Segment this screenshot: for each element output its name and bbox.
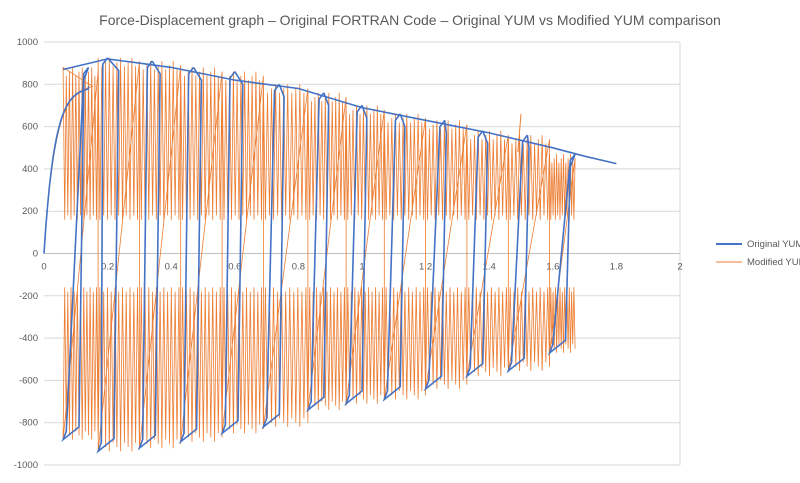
x-tick-label: 0.2 (101, 262, 114, 273)
original-yum-loop (547, 153, 576, 356)
original-yum-loop (465, 130, 489, 379)
x-tick-label: 1.6 (546, 262, 559, 273)
y-tick-label: 200 (22, 206, 38, 217)
y-tick-labels: -1000 -800 -600 -400 -200 0 200 400 600 800 1000 (14, 37, 38, 471)
y-tick-label: 600 (22, 122, 38, 133)
y-tick-label: -400 (19, 333, 38, 344)
original-yum-loop (382, 113, 406, 402)
original-yum-loop (261, 83, 285, 430)
modified-yum-spike (517, 113, 522, 153)
x-tick-label: 0.4 (165, 262, 178, 273)
chart-title: Force-Displacement graph – Original FORT… (99, 12, 721, 28)
x-tick-labels: 0 0.2 0.4 0.6 0.8 1 1.2 1.4 1.6 1.8 2 (41, 262, 682, 273)
x-tick-label: 0.8 (292, 262, 305, 273)
y-tick-label: -800 (19, 418, 38, 429)
original-yum-loop (178, 66, 203, 445)
legend-label-modified-yum: Modified YUM (747, 257, 800, 268)
x-tick-label: 0 (41, 262, 46, 273)
original-yum-loop (423, 119, 448, 392)
original-yum-loop (344, 104, 368, 407)
legend: Original YUM Modified YUM (716, 239, 800, 268)
y-tick-label: -600 (19, 375, 38, 386)
x-tick-label: 2 (677, 262, 682, 273)
x-tick-label: 0.6 (228, 262, 241, 273)
modified-yum-line (44, 57, 576, 452)
original-yum-series (43, 57, 617, 454)
x-tick-label: 1.8 (610, 262, 623, 273)
original-yum-loop (220, 71, 244, 436)
legend-label-original-yum: Original YUM (747, 239, 800, 250)
x-tick-label: 1.4 (483, 262, 496, 273)
original-yum-loop (306, 92, 330, 413)
y-tick-label: 800 (22, 79, 38, 90)
modified-yum-series (44, 57, 576, 452)
y-tick-label: -200 (19, 291, 38, 302)
x-tick-label: 1 (359, 262, 364, 273)
original-yum-envelope (62, 58, 617, 165)
y-tick-label: 1000 (17, 37, 38, 48)
y-tick-label: -1000 (14, 460, 38, 471)
original-yum-loop (96, 57, 120, 454)
original-yum-loop (61, 66, 90, 443)
y-tick-label: 0 (33, 249, 38, 260)
y-tick-label: 400 (22, 164, 38, 175)
original-yum-loop (137, 60, 161, 451)
